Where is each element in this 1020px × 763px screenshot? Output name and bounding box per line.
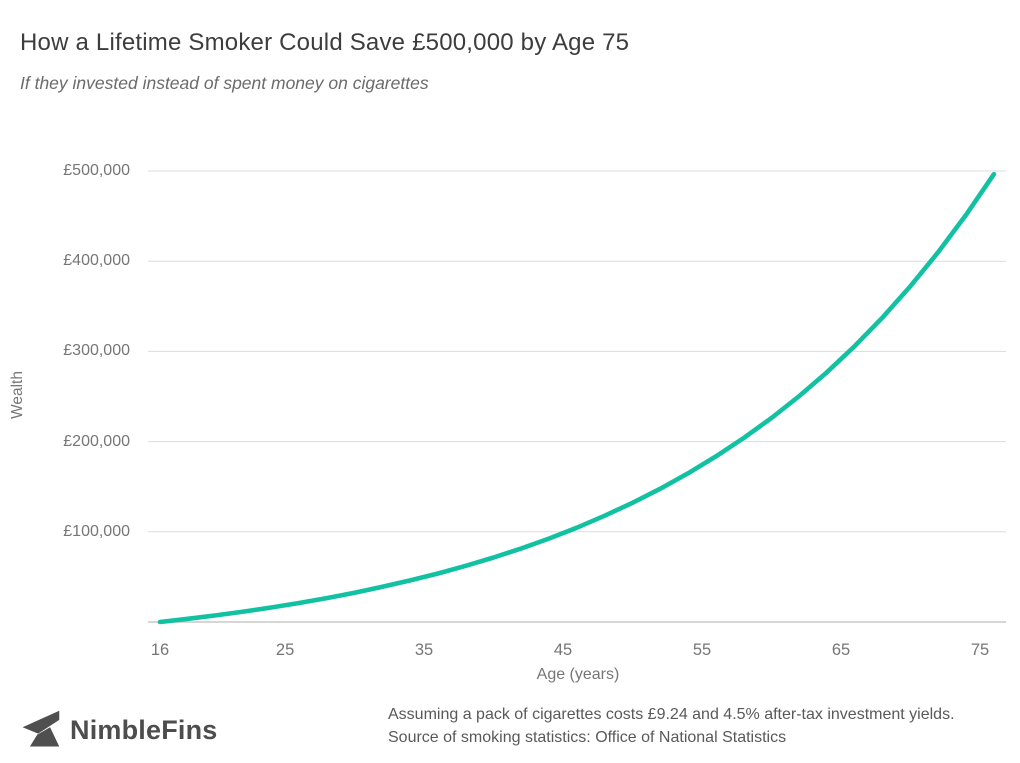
y-tick-label: £500,000 <box>63 162 130 179</box>
chart-subtitle: If they invested instead of spent money … <box>20 73 429 93</box>
x-tick-label: 25 <box>275 641 295 659</box>
x-tick-label: 16 <box>150 641 170 659</box>
x-tick-label: 35 <box>414 641 434 659</box>
nimblefins-logo: NimbleFins <box>18 708 218 752</box>
x-tick-label: 65 <box>831 641 851 659</box>
nimblefins-logo-text: NimbleFins <box>70 714 218 745</box>
chart-footnote: Assuming a pack of cigarettes costs £9.2… <box>388 703 1013 749</box>
wealth-series-line <box>157 171 997 625</box>
x-axis-title: Age (years) <box>536 666 620 683</box>
chart-title: How a Lifetime Smoker Could Save £500,00… <box>20 29 630 56</box>
y-tick-label: £400,000 <box>63 252 130 270</box>
y-tick-label: £200,000 <box>63 432 130 450</box>
x-tick-label: 75 <box>970 641 990 659</box>
y-axis-title: Wealth <box>9 371 26 419</box>
footnote-line-2: Source of smoking statistics: Office of … <box>388 729 787 746</box>
y-tick-label: £100,000 <box>63 522 130 540</box>
nimblefins-fin-icon <box>18 708 62 752</box>
y-tick-label: £300,000 <box>63 342 130 360</box>
footnote-line-1: Assuming a pack of cigarettes costs £9.2… <box>388 706 955 723</box>
x-tick-label: 55 <box>692 641 712 659</box>
x-tick-label: 45 <box>553 641 573 659</box>
